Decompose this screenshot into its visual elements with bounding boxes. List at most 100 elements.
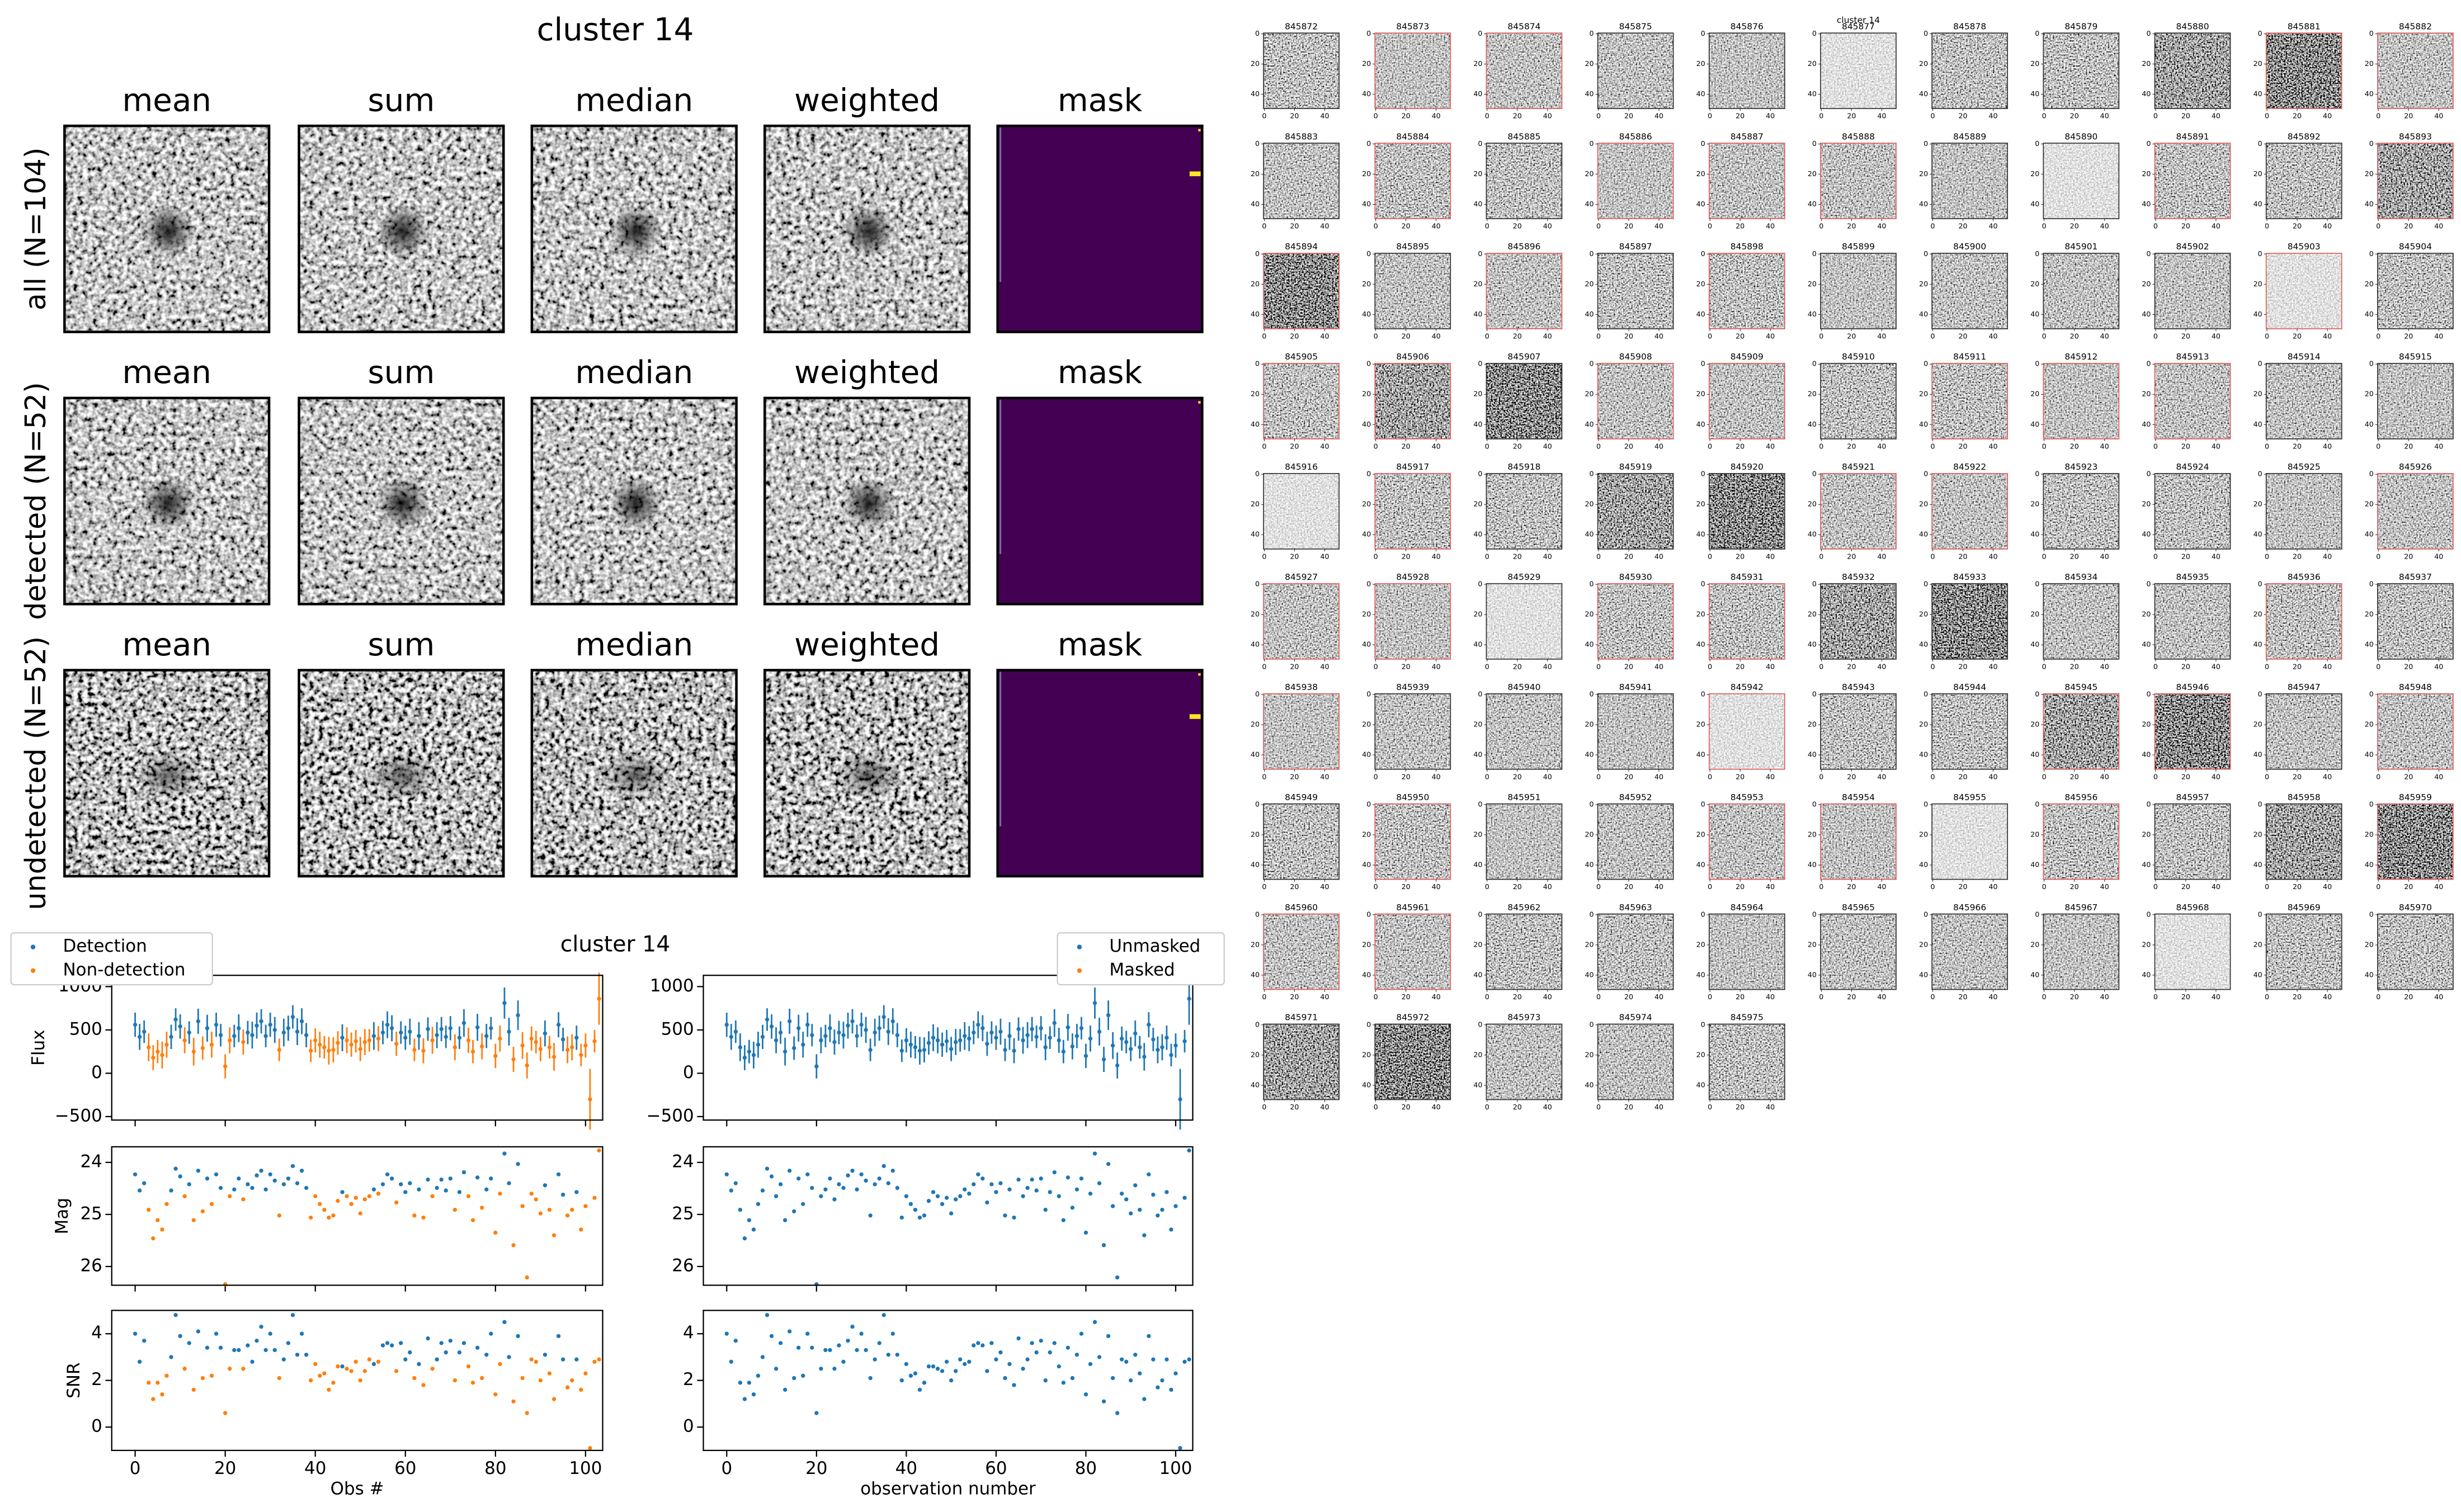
data-point — [765, 1166, 770, 1171]
x-tick-label: 20 — [1624, 552, 1633, 560]
data-point — [435, 1185, 439, 1190]
x-tick-label: 0 — [1596, 993, 1601, 1001]
data-point — [944, 1359, 949, 1364]
data-point — [444, 1188, 448, 1193]
x-tick-label: 20 — [2293, 112, 2302, 120]
x-tick-label: 0 — [2265, 332, 2269, 341]
data-point — [399, 1182, 403, 1187]
data-point — [729, 1188, 733, 1193]
y-tick-label: 0 — [1812, 910, 1817, 918]
thumbnail-frame — [1486, 143, 1563, 219]
thumbnail-title: 845919 — [1619, 462, 1652, 472]
y-tick-label: 40 — [2142, 200, 2151, 208]
thumbnail-frame — [2265, 693, 2342, 770]
x-tick-label: 20 — [1402, 442, 1411, 450]
data-point — [448, 1026, 452, 1031]
data-point — [579, 1053, 583, 1057]
x-tick-label: 20 — [1513, 332, 1522, 341]
y-tick-label: 20 — [1362, 830, 1371, 838]
data-point — [173, 1017, 178, 1022]
x-tick-label: 40 — [895, 1458, 917, 1478]
data-point — [164, 1042, 169, 1047]
data-point — [1043, 1207, 1048, 1212]
x-tick-label: 40 — [1543, 993, 1552, 1001]
x-tick-label: 20 — [2404, 882, 2413, 891]
thumbnail-frame — [1374, 583, 1451, 660]
x-tick-label: 0 — [1596, 1103, 1601, 1111]
data-point — [819, 1194, 823, 1198]
data-point — [466, 1194, 471, 1198]
x-tick-label: 40 — [1432, 552, 1441, 560]
data-point — [421, 1048, 426, 1053]
thumbnail-title: 845917 — [1396, 462, 1429, 472]
y-tick-label: 0 — [2369, 800, 2374, 808]
y-tick-label: 0 — [2258, 690, 2262, 698]
thumbnail-image — [1709, 583, 1785, 659]
x-tick-label: 0 — [2265, 882, 2269, 891]
thumbnail-title: 845959 — [2399, 792, 2432, 802]
data-point — [769, 1334, 774, 1339]
thumbnail-image — [2043, 143, 2119, 219]
thumbnail-frame — [1931, 143, 2009, 219]
x-tick-label: 40 — [1766, 1103, 1775, 1111]
y-tick-label: 40 — [1251, 89, 1260, 98]
y-tick-label: 20 — [1696, 940, 1705, 948]
x-tick-label: 0 — [1262, 882, 1266, 891]
y-tick-label: 0 — [2146, 470, 2151, 478]
x-tick-label: 0 — [2153, 442, 2158, 450]
thumbnail-title: 845950 — [1396, 792, 1429, 802]
y-tick-label: 40 — [2253, 750, 2262, 759]
data-point — [502, 1151, 507, 1156]
x-tick-label: 40 — [1320, 112, 1329, 120]
data-point — [935, 1038, 940, 1043]
x-tick-label: 20 — [1736, 993, 1745, 1001]
y-tick-label: 0 — [1590, 690, 1594, 698]
thumbnail-image — [1597, 1024, 1673, 1100]
data-point — [403, 1357, 408, 1362]
data-point — [788, 1019, 792, 1024]
panel-frame — [530, 124, 738, 333]
thumbnail-frame — [2265, 143, 2342, 219]
thumbnail-title: 845944 — [1953, 682, 1986, 692]
legend-label: Detection — [63, 936, 147, 956]
panel-title: mean — [122, 355, 211, 391]
data-point — [250, 1033, 254, 1037]
x-tick-label: 40 — [2323, 442, 2332, 450]
data-point — [881, 1164, 886, 1168]
y-tick-label: 0 — [1478, 910, 1482, 918]
thumbnail-title: 845929 — [1507, 572, 1540, 582]
data-point — [788, 1329, 792, 1334]
data-point — [196, 1019, 201, 1024]
y-tick-label: 20 — [2253, 390, 2262, 398]
thumbnail-image — [1709, 1024, 1785, 1100]
x-tick-label: 0 — [2042, 882, 2047, 891]
x-tick-label: 20 — [1847, 112, 1856, 120]
y-tick-label: 0 — [1255, 139, 1260, 148]
data-point — [778, 1030, 783, 1035]
x-tick-label: 20 — [214, 1458, 236, 1478]
thumbnail-image — [2266, 693, 2342, 769]
y-tick-label: 40 — [1919, 530, 1928, 538]
data-point — [769, 1174, 774, 1179]
x-tick-label: 20 — [1290, 993, 1299, 1001]
thumbnail-title: 845972 — [1396, 1013, 1429, 1023]
panel-frame — [63, 669, 271, 878]
data-point — [340, 1190, 345, 1194]
x-tick-label: 40 — [1989, 882, 1998, 891]
data-point — [1097, 1355, 1102, 1359]
data-point — [976, 1172, 980, 1176]
x-tick-label: 20 — [1402, 552, 1411, 560]
data-point — [994, 1190, 998, 1194]
x-tick-label: 40 — [2434, 662, 2443, 670]
data-point — [259, 1019, 263, 1024]
data-point — [917, 1215, 922, 1220]
data-point — [547, 1371, 552, 1376]
y-tick-label: 0 — [1701, 360, 1705, 368]
x-tick-label: 20 — [1290, 222, 1299, 230]
data-point — [228, 1038, 232, 1043]
data-point — [237, 1176, 241, 1181]
data-point — [169, 1034, 173, 1039]
x-tick-label: 20 — [2181, 993, 2190, 1001]
data-point — [466, 1038, 471, 1043]
data-point — [498, 1192, 502, 1196]
